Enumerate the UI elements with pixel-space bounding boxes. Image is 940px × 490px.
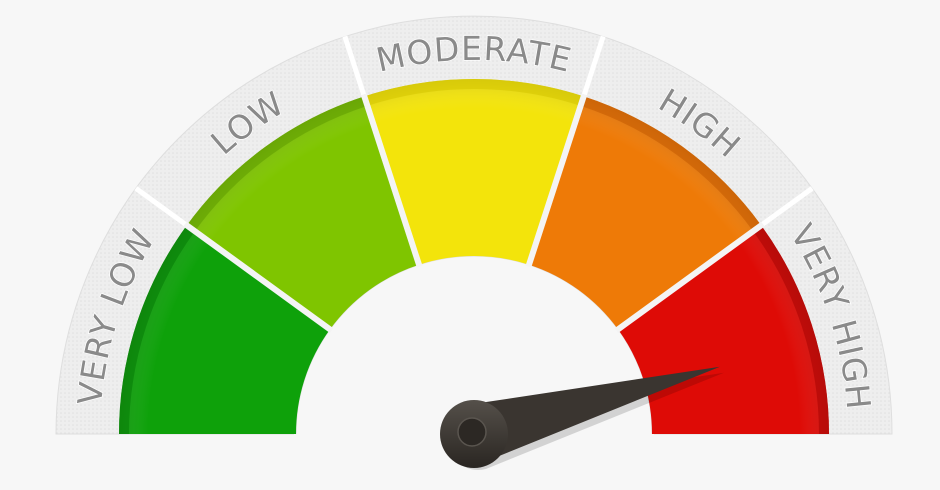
segment-rim-moderate xyxy=(364,78,584,106)
segment-rim-very-high xyxy=(753,225,829,434)
band-divider xyxy=(342,35,367,96)
label-band-separators xyxy=(134,35,814,227)
segment-shade-very-low xyxy=(119,225,330,434)
segment-shade-low xyxy=(186,96,419,330)
band-divider xyxy=(581,35,606,96)
segment-divider xyxy=(360,93,423,268)
segment-shade-moderate xyxy=(364,78,584,265)
segment-divider xyxy=(183,221,334,333)
segment-divider xyxy=(614,221,765,333)
segment-divider xyxy=(525,93,588,268)
needle-hub-cap xyxy=(457,417,487,447)
gauge-needle xyxy=(440,366,724,471)
needle-pointer xyxy=(443,366,720,465)
segment-rim-low xyxy=(186,96,368,232)
gauge-segments xyxy=(119,78,829,440)
band-divider xyxy=(134,186,187,227)
segment-rim-high xyxy=(580,96,762,232)
segment-rim-very-low xyxy=(119,225,195,434)
band-divider xyxy=(761,186,814,227)
segment-shade-high xyxy=(529,96,762,330)
